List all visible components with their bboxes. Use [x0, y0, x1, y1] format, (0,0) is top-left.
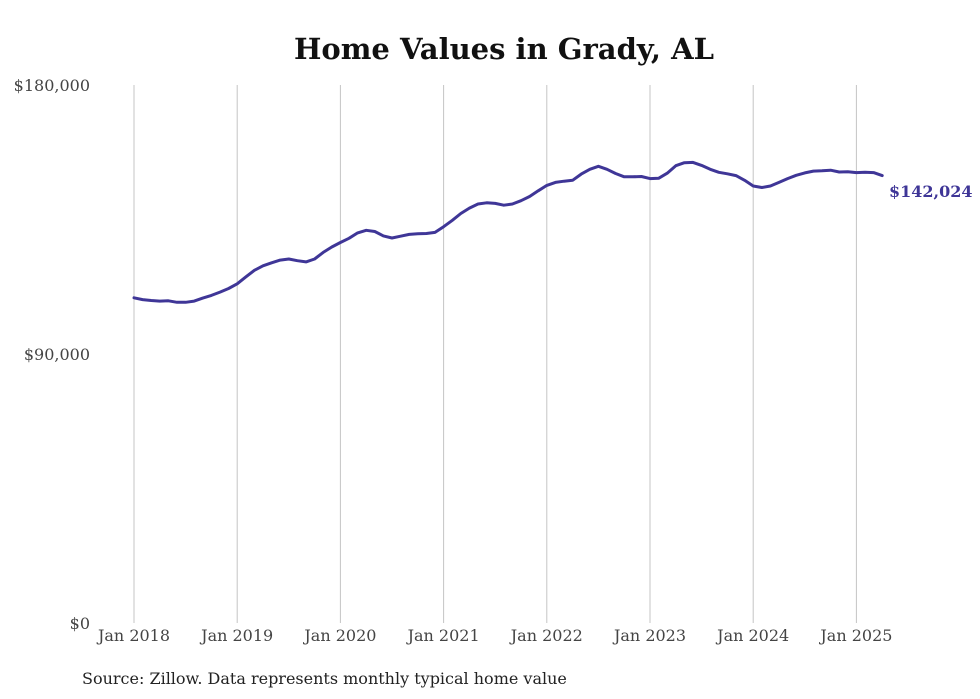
x-tick-label: Jan 2021: [406, 626, 480, 645]
x-tick-label: Jan 2020: [302, 626, 376, 645]
x-tick-label: Jan 2022: [509, 626, 583, 645]
end-value-label: $142,024: [889, 182, 973, 201]
x-tick-label: Jan 2023: [612, 626, 686, 645]
x-axis: Jan 2018 Jan 2019 Jan 2020 Jan 2021 Jan 2022…: [96, 626, 892, 645]
x-tick-label: Jan 2025: [818, 626, 892, 645]
chart-title: Home Values in Grady, AL: [294, 32, 714, 66]
x-tick-label: Jan 2019: [199, 626, 273, 645]
y-axis: $0 $90,000 $180,000: [14, 76, 90, 633]
source-note: Source: Zillow. Data represents monthly …: [82, 669, 567, 688]
x-tick-label: Jan 2024: [715, 626, 789, 645]
y-tick-label: $0: [70, 614, 90, 633]
gridlines: [133, 85, 857, 623]
x-tick-label: Jan 2018: [96, 626, 170, 645]
y-tick-label: $180,000: [14, 76, 90, 95]
y-tick-label: $90,000: [24, 345, 90, 364]
series-line: [132, 160, 884, 304]
